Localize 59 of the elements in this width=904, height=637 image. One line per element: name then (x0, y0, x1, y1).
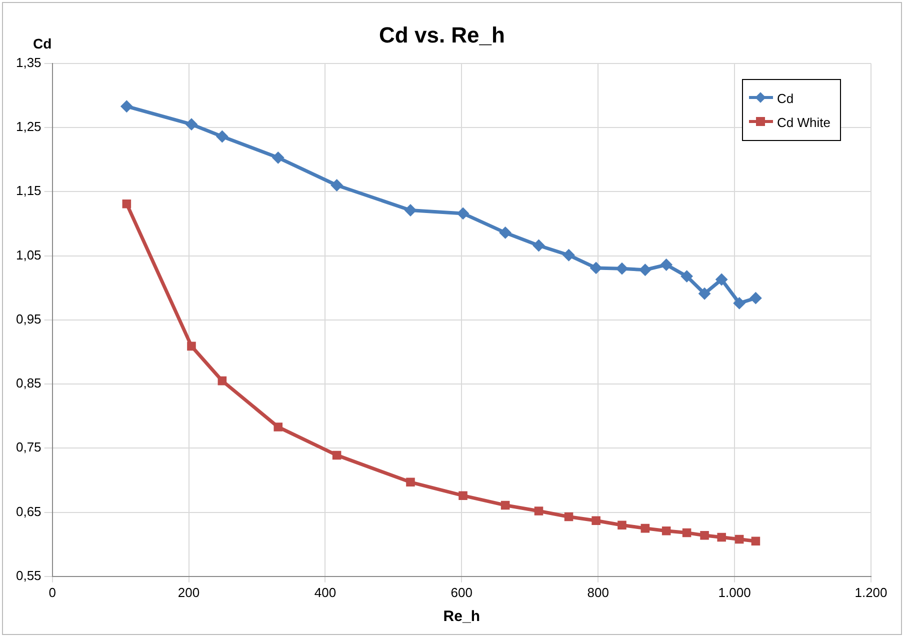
point (274, 422, 283, 432)
y-tick-label: 0,65 (16, 504, 42, 519)
point (680, 270, 693, 282)
point (750, 292, 762, 304)
point (616, 262, 628, 275)
y-tick-label: 0,95 (16, 311, 42, 326)
y-tick-label: 1,35 (16, 54, 42, 70)
point (330, 179, 343, 192)
y-tick-label: 1,15 (16, 183, 42, 198)
x-tick-label: 800 (587, 584, 609, 600)
point (660, 258, 672, 271)
point (564, 512, 574, 522)
point (122, 199, 132, 208)
point (458, 491, 468, 500)
y-tick-label: 1,05 (16, 247, 42, 262)
x-tick-label: 200 (178, 584, 200, 600)
point (639, 264, 652, 276)
point (662, 526, 671, 536)
point (532, 240, 545, 252)
point (592, 516, 600, 525)
point (332, 450, 342, 460)
point (406, 478, 415, 487)
y-tick-label: 0,85 (16, 376, 42, 391)
point (734, 534, 744, 544)
legend-label: Cd White (777, 114, 830, 130)
y-axis-title: Cd (33, 35, 52, 52)
chart-title: Cd vs. Re_h (379, 22, 505, 48)
x-tick-label: 0 (48, 584, 56, 600)
point (618, 520, 626, 530)
point (499, 226, 512, 239)
point (590, 262, 602, 274)
y-tick-label: 1,25 (16, 119, 42, 134)
x-tick-label: 400 (314, 584, 336, 600)
point (562, 249, 575, 262)
x-axis-title: Re_h (443, 608, 480, 626)
point (216, 130, 228, 143)
point (682, 528, 692, 538)
point (717, 532, 726, 542)
x-tick-label: 600 (450, 584, 472, 600)
point (272, 152, 284, 164)
legend-label: Cd (777, 90, 794, 106)
point (751, 536, 760, 546)
point (534, 506, 544, 516)
point (218, 376, 227, 386)
point (404, 204, 416, 216)
y-tick-label: 0,75 (16, 440, 42, 455)
point (185, 118, 198, 130)
point (187, 342, 196, 351)
point (700, 530, 709, 540)
point (698, 288, 711, 300)
x-tick-label: 1.000 (718, 584, 751, 600)
point (716, 274, 728, 286)
point (733, 297, 746, 310)
y-tick-label: 0,55 (16, 568, 42, 583)
x-tick-label: 1.200 (854, 584, 888, 600)
point (457, 207, 470, 220)
point (500, 500, 510, 510)
point (640, 524, 650, 533)
point (120, 100, 133, 112)
